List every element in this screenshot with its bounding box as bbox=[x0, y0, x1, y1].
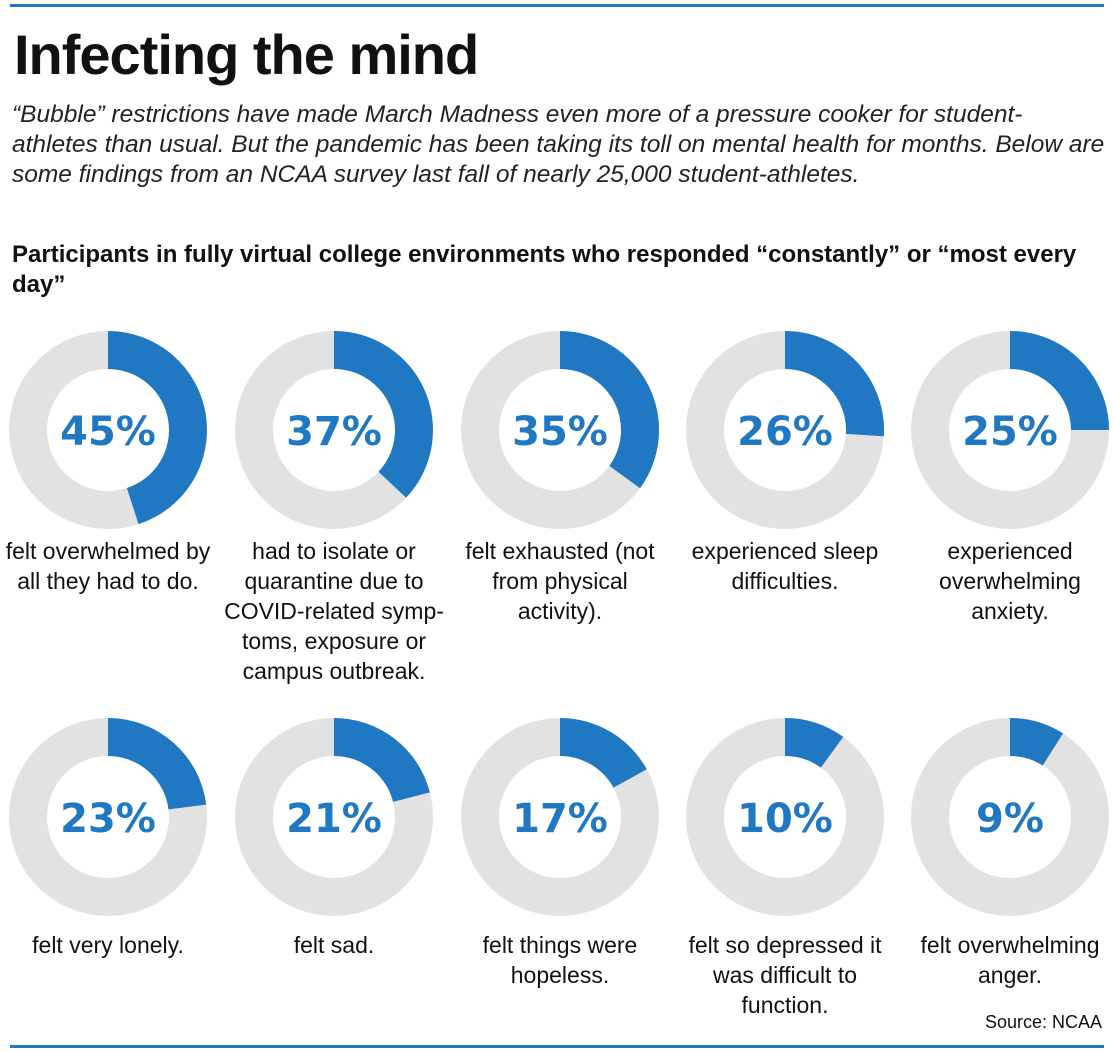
donut-caption: felt overwhelmed by all they had to do. bbox=[5, 538, 211, 594]
donut-segment bbox=[785, 718, 844, 768]
percent-label: 45% bbox=[60, 409, 156, 455]
percent-label: 10% bbox=[737, 796, 833, 842]
donut-chart: 9% bbox=[911, 718, 1109, 916]
percent-label: 17% bbox=[512, 796, 608, 842]
donut-chart: 45% bbox=[9, 331, 207, 529]
donut-caption: experienced overwhelming anxiety. bbox=[939, 538, 1081, 624]
donut-caption: felt exhausted (not from physical activi… bbox=[465, 538, 655, 624]
page-title: Infecting the mind bbox=[14, 23, 479, 86]
donut-segment bbox=[108, 331, 207, 525]
donut-segment bbox=[1010, 718, 1064, 766]
donut-chart: 26% bbox=[686, 331, 884, 529]
donut-segment bbox=[560, 718, 647, 788]
donut-chart: 21% bbox=[235, 718, 433, 916]
subtitle: “Bubble” restrictions have made March Ma… bbox=[12, 101, 1105, 188]
donut-segment bbox=[334, 718, 430, 802]
percent-label: 23% bbox=[60, 796, 156, 842]
donut-caption: felt so depressed it was difficult to fu… bbox=[688, 932, 882, 1018]
percent-label: 25% bbox=[962, 409, 1058, 455]
percent-label: 26% bbox=[737, 409, 833, 455]
bottom-rule bbox=[10, 1045, 1104, 1048]
donut-caption: felt things were hopeless. bbox=[482, 932, 638, 988]
donut-caption: felt overwhelming anger. bbox=[920, 932, 1100, 988]
donut-chart: 35% bbox=[461, 331, 659, 529]
donut-chart: 37% bbox=[235, 331, 434, 529]
donut-segment bbox=[1010, 331, 1109, 430]
percent-label: 35% bbox=[512, 409, 608, 455]
percent-label: 37% bbox=[286, 409, 382, 455]
donut-segment bbox=[108, 718, 207, 810]
source-note: Source: NCAA bbox=[984, 1012, 1102, 1032]
percent-label: 21% bbox=[286, 796, 382, 842]
donut-segment bbox=[560, 331, 659, 489]
donut-segment bbox=[785, 331, 884, 437]
donut-caption: had to isolate or quarantine due to COVI… bbox=[224, 538, 444, 684]
donut-caption: felt very lonely. bbox=[32, 932, 184, 958]
donut-chart: 10% bbox=[686, 718, 884, 916]
top-rule bbox=[10, 4, 1104, 7]
donut-segment bbox=[334, 331, 434, 498]
donut-caption: felt sad. bbox=[293, 932, 375, 958]
donut-chart: 17% bbox=[461, 718, 659, 916]
percent-label: 9% bbox=[976, 796, 1044, 842]
donut-chart: 25% bbox=[911, 331, 1109, 529]
chart-heading: Participants in fully virtual college en… bbox=[12, 241, 1077, 298]
donut-chart: 23% bbox=[9, 718, 207, 916]
donut-caption: experienced sleep difficulties. bbox=[691, 538, 879, 594]
